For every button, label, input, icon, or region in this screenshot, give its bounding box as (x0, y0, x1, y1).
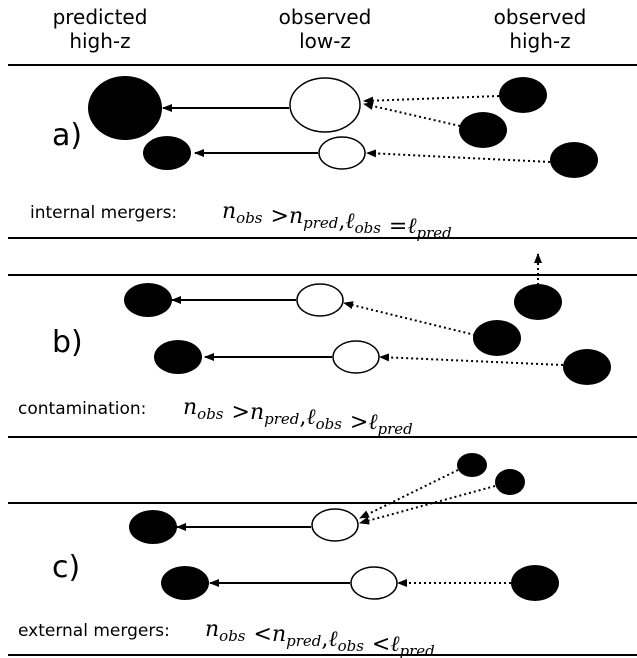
symbol: ℓ (328, 627, 338, 652)
column-header: high-z (509, 29, 570, 53)
operator: < (254, 622, 272, 647)
caption: internal mergers: (30, 203, 177, 223)
subscript: obs (236, 209, 263, 227)
formula: nobs >npred,ℓobs >ℓpred (183, 395, 413, 438)
operator: > (350, 410, 368, 435)
subscript: pred (417, 224, 452, 242)
operator: = (389, 214, 407, 239)
symbol: n (183, 395, 197, 420)
rules (8, 64, 637, 656)
formula: nobs <npred,ℓobs <ℓpred (205, 617, 435, 658)
column-header: observed (279, 5, 372, 29)
subscript: pred (378, 420, 413, 438)
subscript: pred (264, 410, 299, 428)
operator: , (321, 627, 328, 652)
symbol: ℓ (345, 209, 355, 234)
operator: > (232, 400, 250, 425)
subscript: pred (400, 642, 435, 658)
subscript: obs (219, 627, 246, 645)
operator: , (338, 209, 345, 234)
column-header: predicted (53, 5, 148, 29)
panel-a-shapes (88, 76, 598, 178)
subscript: pred (303, 214, 338, 232)
panel-c-shapes (129, 453, 559, 601)
symbol: n (205, 617, 219, 642)
symbol: n (222, 199, 236, 224)
column-header: observed (494, 5, 587, 29)
header: predicted high-z observed low-z observed… (53, 5, 587, 53)
formula: nobs >npred,ℓobs =ℓpred (222, 199, 452, 242)
symbol: ℓ (390, 632, 400, 657)
symbol: ℓ (306, 405, 316, 430)
symbol: n (250, 400, 264, 425)
subscript: pred (286, 632, 321, 650)
panel-label: b) (52, 325, 83, 360)
symbol: n (272, 622, 286, 647)
subscript: obs (316, 415, 343, 433)
operator: , (299, 405, 306, 430)
subscript: obs (197, 405, 224, 423)
operator: > (271, 204, 289, 229)
column-header: high-z (69, 29, 130, 53)
caption: external mergers: (18, 621, 170, 641)
subscript: obs (355, 219, 382, 237)
column-header: low-z (299, 29, 351, 53)
operator: < (372, 632, 390, 657)
caption: contamination: (18, 399, 146, 419)
symbol: ℓ (368, 410, 378, 435)
panel-label: a) (52, 118, 82, 153)
subscript: obs (338, 637, 365, 655)
panel-b-shapes (124, 253, 611, 385)
symbol: ℓ (407, 214, 417, 239)
symbol: n (289, 204, 303, 229)
panel-label: c) (52, 550, 80, 585)
